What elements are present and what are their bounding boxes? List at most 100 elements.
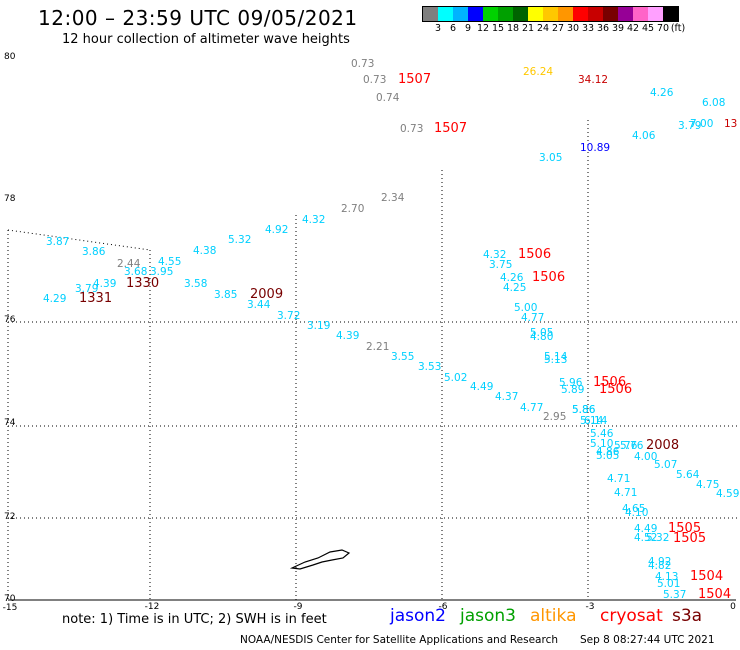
wave-height-label: 1505 <box>668 521 701 536</box>
wave-height-label: 3.53 <box>418 361 441 373</box>
legend-label: 18 <box>506 23 520 34</box>
wave-height-label: 1505 <box>673 531 706 546</box>
wave-height-label: 4.32 <box>302 214 325 226</box>
wave-height-label: 4.26 <box>500 272 524 284</box>
wave-height-label: 34.12 <box>578 74 608 86</box>
wave-height-label: 4.38 <box>193 245 216 257</box>
wave-height-label: 5.46 <box>590 428 614 440</box>
wave-height-label: 1506 <box>593 375 626 390</box>
credit-line: NOAA/NESDIS Center for Satellite Applica… <box>240 634 715 646</box>
wave-height-color-legend: 3 6 9 12 15 18 21 24 27 30 33 36 39 42 45 70 (ft) <box>422 6 685 36</box>
wave-height-label: 1506 <box>599 382 632 397</box>
legend-label: 24 <box>536 23 550 34</box>
satellite-legend-item: s3a <box>672 606 703 626</box>
map-subtitle: 12 hour collection of altimeter wave hei… <box>62 32 350 47</box>
wave-height-label: 3.79 <box>75 283 98 295</box>
legend-swatch <box>453 7 468 21</box>
wave-height-label: 4.75 <box>696 479 719 491</box>
wave-height-label: 1507 <box>434 121 467 136</box>
wave-height-label: 3.05 <box>539 152 562 164</box>
wave-height-label: 7.00 <box>690 118 713 130</box>
legend-swatch <box>468 7 483 21</box>
wave-height-label: 4.52 <box>634 532 657 544</box>
wave-height-label: 3.79 <box>678 120 701 132</box>
wave-height-label: 5.86 <box>572 404 596 416</box>
map-title: 12:00 – 23:59 UTC 09/05/2021 <box>38 6 358 30</box>
legend-label: 15 <box>491 23 505 34</box>
wave-height-label: 4.77 <box>520 402 543 414</box>
satellite-legend-item: jason2 <box>390 606 446 626</box>
satellite-legend-item: jason3 <box>460 606 516 626</box>
legend-swatch <box>663 7 678 21</box>
legend-swatch <box>498 7 513 21</box>
legend-label: 33 <box>581 23 595 34</box>
legend-label: 21 <box>521 23 535 34</box>
graticule <box>7 120 740 600</box>
wave-height-label: 10.89 <box>580 142 610 154</box>
wave-height-label: 4.82 <box>648 560 671 572</box>
wave-height-label: 5.64 <box>676 469 700 481</box>
wave-height-label: 4.39 <box>336 330 359 342</box>
wave-height-label: 5.01 <box>657 578 680 590</box>
legend-swatch <box>438 7 453 21</box>
wave-height-label: 2009 <box>250 287 283 302</box>
wave-height-label: 1506 <box>518 247 551 262</box>
legend-swatch <box>618 7 633 21</box>
legend-swatch <box>633 7 648 21</box>
legend-swatch <box>558 7 573 21</box>
wave-height-label: 3.95 <box>150 266 173 278</box>
wave-height-label: 5.76 <box>614 440 638 452</box>
wave-height-label: 3.68 <box>124 266 147 278</box>
legend-label: 27 <box>551 23 565 34</box>
wave-height-label: 4.29 <box>43 293 66 305</box>
legend-label: 39 <box>611 23 625 34</box>
wave-height-label: 4.80 <box>530 331 553 343</box>
lat-label: 74 <box>4 418 16 428</box>
wave-height-label: 4.00 <box>634 451 657 463</box>
legend-label: 3 <box>434 23 442 34</box>
wave-height-label: 5.14 <box>544 351 568 363</box>
latitude-labels: 80 78 76 74 72 70 <box>4 52 16 604</box>
lat-label: 76 <box>4 315 16 325</box>
legend-label: 9 <box>464 23 472 34</box>
wave-height-label: 3.55 <box>391 351 414 363</box>
wave-height-label: 0.73 <box>363 74 386 86</box>
legend-swatch <box>543 7 558 21</box>
legend-label: 30 <box>566 23 580 34</box>
wave-height-label: 3.58 <box>184 278 207 290</box>
wave-height-label: 5.02 <box>444 372 467 384</box>
legend-swatch <box>573 7 588 21</box>
wave-height-label: 4.49 <box>470 381 493 393</box>
wave-height-label: 1507 <box>398 72 431 87</box>
legend-labels: 3 6 9 12 15 18 21 24 27 30 33 36 39 42 45 70 (ft) <box>422 22 685 36</box>
wave-height-label: 4.92 <box>265 224 288 236</box>
wave-height-label: 5.32 <box>228 234 251 246</box>
wave-height-label: 4.39 <box>93 278 116 290</box>
wave-height-label: 5.10 <box>590 438 613 450</box>
wave-height-label: 4.26 <box>650 87 674 99</box>
wave-height-label: 5.37 <box>663 589 686 601</box>
legend-swatch <box>528 7 543 21</box>
wave-height-label: 2.44 <box>117 258 141 270</box>
wave-height-label: 3.19 <box>307 320 330 332</box>
wave-height-label: 4.06 <box>632 130 656 142</box>
wave-height-label: 3.72 <box>277 310 300 322</box>
wave-height-label: 4.59 <box>716 488 739 500</box>
satellite-legend-item: cryosat <box>600 606 663 626</box>
lon-label: -12 <box>145 602 160 612</box>
legend-label: 12 <box>476 23 490 34</box>
wave-height-label: 2008 <box>646 438 679 453</box>
lat-label: 72 <box>4 512 15 522</box>
producer-credit: NOAA/NESDIS Center for Satellite Applica… <box>240 634 558 646</box>
wave-height-label: 3.85 <box>214 289 237 301</box>
wave-height-label: 5.05 <box>530 327 553 339</box>
wave-height-label: 5.07 <box>654 459 677 471</box>
satellite-legend-item: altika <box>530 606 577 626</box>
legend-label: 42 <box>626 23 640 34</box>
legend-swatch <box>588 7 603 21</box>
wave-height-label: 4.55 <box>158 256 181 268</box>
wave-height-label: 5.89 <box>561 384 584 396</box>
wave-height-label: 4.13 <box>655 571 678 583</box>
lon-label: 0 <box>730 602 736 612</box>
